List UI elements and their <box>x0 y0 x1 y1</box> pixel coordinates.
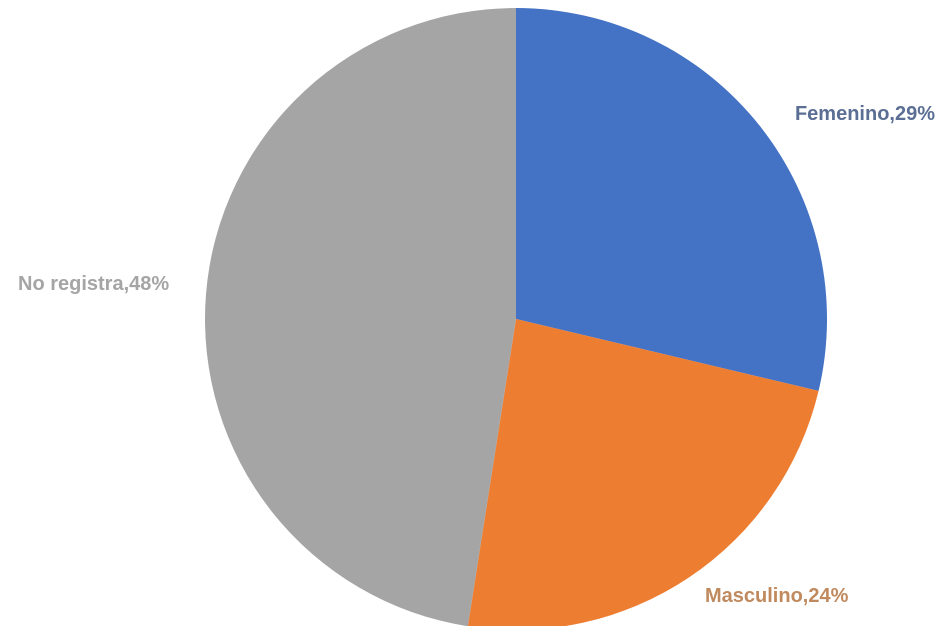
pie-slice-femenino <box>516 8 827 391</box>
slice-label-no-registra: No registra,48% <box>18 273 169 295</box>
slice-label-femenino: Femenino,29% <box>795 103 935 125</box>
slice-label-masculino: Masculino,24% <box>705 585 849 607</box>
pie-slice-masculino <box>467 319 819 626</box>
pie-labels: Femenino,29% Masculino,24% No registra,4… <box>18 103 935 607</box>
pie-slices <box>205 8 827 626</box>
pie-slice-no-registra <box>205 8 516 626</box>
